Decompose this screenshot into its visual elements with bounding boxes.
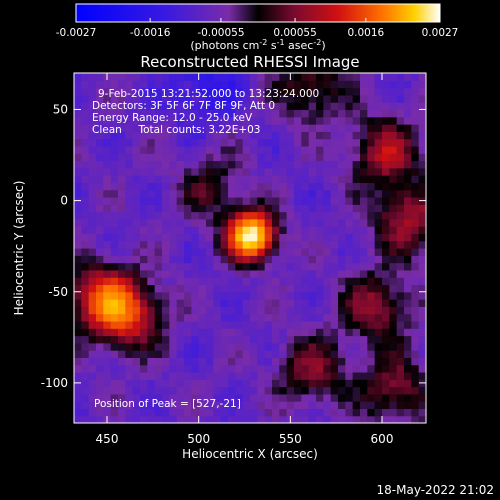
- annotation-detectors: Detectors: 3F 5F 6F 7F 8F 9F, Att 0: [92, 100, 275, 112]
- y-tick-label: 50: [53, 102, 68, 116]
- x-tick-label: 600: [371, 432, 394, 446]
- colorbar-tick-label: 0.0016: [347, 27, 384, 39]
- annotation-time: 9-Feb-2015 13:21:52.000 to 13:23:24.000: [98, 88, 319, 100]
- x-tick-label: 550: [279, 432, 302, 446]
- annotation-energy: Energy Range: 12.0 - 25.0 keV: [92, 112, 253, 124]
- y-axis-label: Heliocentric Y (arcsec): [12, 181, 26, 316]
- footer-date: 18-May-2022 21:02: [377, 483, 494, 497]
- chart-title: Reconstructed RHESSI Image: [140, 53, 359, 71]
- y-tick-label: -50: [48, 285, 68, 299]
- colorbar-label: (photons cm-2 s-1 asec-2): [190, 38, 325, 52]
- colorbar-tick-label: 0.00055: [273, 27, 316, 39]
- colorbar: [75, 3, 441, 23]
- x-tick-label: 500: [187, 432, 210, 446]
- plot-frame: [73, 72, 427, 424]
- colorbar-tick-label: -0.0016: [130, 27, 171, 39]
- y-tick-label: -100: [41, 376, 68, 390]
- annotation-clean: Clean Total counts: 3.22E+03: [92, 124, 261, 136]
- x-tick-label: 450: [96, 432, 119, 446]
- peak-position-label: Position of Peak = [527,-21]: [94, 398, 241, 410]
- colorbar-tick-label: -0.0027: [56, 27, 97, 39]
- y-tick-label: 0: [60, 194, 68, 208]
- colorbar-tick-label: -0.00055: [197, 27, 244, 39]
- colorbar-tick-label: 0.0027: [422, 27, 459, 39]
- heatmap-image: [74, 73, 426, 423]
- colorbar-ticks: -0.0027 -0.0016 -0.00055 0.00055 0.0016 0.002…: [56, 18, 459, 39]
- x-axis-label: Heliocentric X (arcsec): [182, 447, 318, 461]
